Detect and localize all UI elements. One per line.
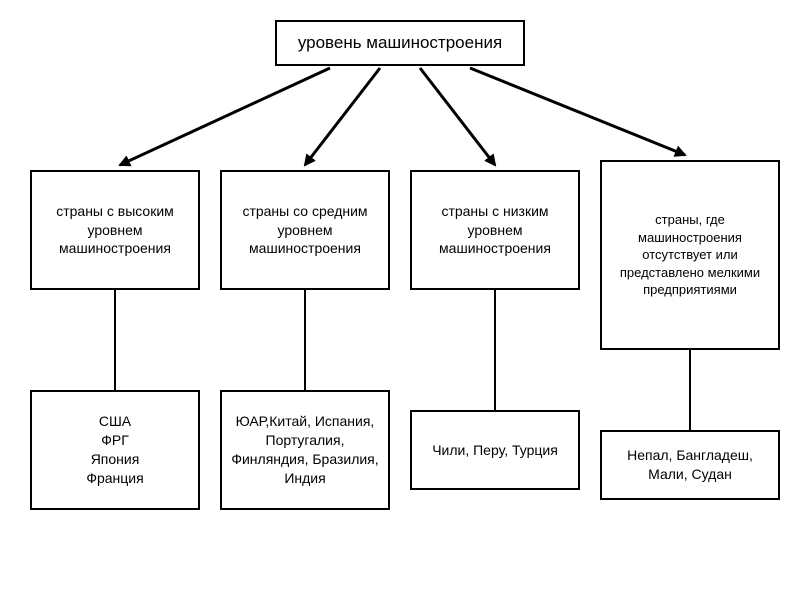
examples-box-1: ЮАР,Китай, Испания, Португалия, Финлянди…	[220, 390, 390, 510]
category-box-1: страны со средним уровнем машиностроения	[220, 170, 390, 290]
examples-box-0: СШАФРГЯпонияФранция	[30, 390, 200, 510]
root-label: уровень машиностроения	[298, 32, 502, 55]
category-label-1: страны со средним уровнем машиностроения	[228, 202, 382, 259]
examples-label-0: СШАФРГЯпонияФранция	[86, 412, 143, 488]
examples-label-3: Непал, Бангладеш, Мали, Судан	[608, 446, 772, 484]
category-box-2: страны с низким уровнем машиностроения	[410, 170, 580, 290]
examples-label-2: Чили, Перу, Турция	[432, 441, 558, 460]
category-label-3: страны, где машиностроения отсутствует и…	[608, 211, 772, 299]
arrow-lines	[120, 68, 685, 165]
examples-label-1: ЮАР,Китай, Испания, Португалия, Финлянди…	[228, 412, 382, 488]
category-label-0: страны с высоким уровнем машиностроения	[38, 202, 192, 259]
examples-box-2: Чили, Перу, Турция	[410, 410, 580, 490]
category-label-2: страны с низким уровнем машиностроения	[418, 202, 572, 259]
root-node: уровень машиностроения	[275, 20, 525, 66]
category-box-0: страны с высоким уровнем машиностроения	[30, 170, 200, 290]
category-box-3: страны, где машиностроения отсутствует и…	[600, 160, 780, 350]
examples-box-3: Непал, Бангладеш, Мали, Судан	[600, 430, 780, 500]
